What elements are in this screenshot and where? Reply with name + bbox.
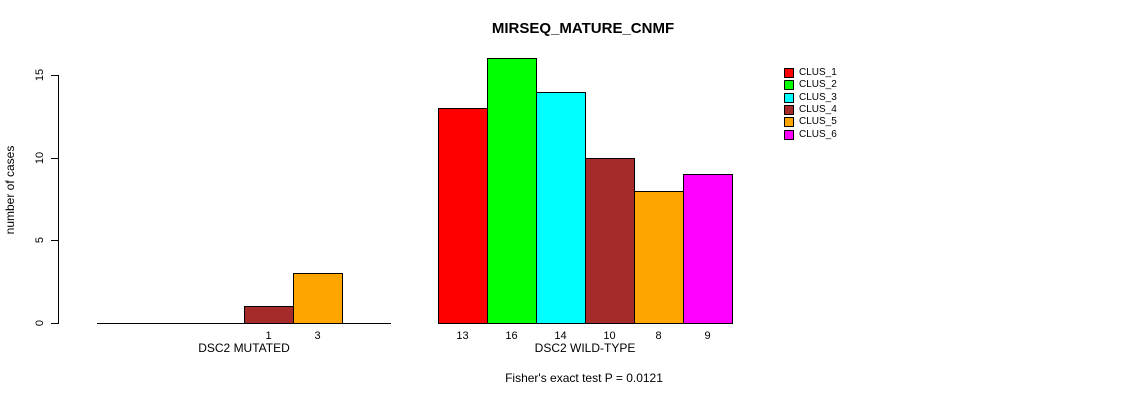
group-label-wildtype: DSC2 WILD-TYPE: [534, 341, 636, 355]
legend-swatch-clus_4: [784, 104, 794, 115]
y-tick-label-10: 10: [34, 151, 46, 164]
chart-title: MIRSEQ_MATURE_CNMF: [491, 20, 675, 37]
bar-clus_1-group1: [438, 108, 488, 324]
legend-label-clus_1: CLUS_1: [799, 67, 837, 78]
fisher-test-caption: Fisher's exact test P = 0.0121: [505, 371, 663, 385]
y-tick-5: [51, 240, 58, 242]
legend-swatch-clus_1: [784, 68, 794, 78]
bar-value-label: 8: [655, 330, 662, 342]
bar-clus_2-group1: [487, 58, 537, 324]
y-tick-label-5: 5: [34, 237, 46, 244]
legend-label-clus_6: CLUS_6: [799, 128, 837, 140]
bar-clus_3-group1: [536, 91, 586, 324]
bar-value-label: 1: [265, 330, 272, 342]
legend-label-clus_5: CLUS_5: [799, 116, 837, 128]
bar-value-label: 10: [603, 330, 616, 342]
legend-label-clus_3: CLUS_3: [799, 91, 837, 103]
bar-clus_5-group1: [634, 190, 684, 324]
legend-label-clus_2: CLUS_2: [799, 79, 837, 91]
bar-value-label: 16: [505, 330, 518, 342]
bar-clus_6-group1: [683, 174, 733, 324]
y-axis-label: number of cases: [3, 145, 17, 235]
bar-value-label: 14: [554, 330, 567, 342]
y-tick-10: [51, 157, 58, 159]
y-tick-0: [51, 323, 58, 324]
y-tick-label-15: 15: [34, 68, 46, 82]
y-axis-line: [58, 75, 59, 324]
y-tick-15: [51, 75, 58, 76]
bar-clus_4-group1: [585, 157, 635, 324]
bar-value-label: 9: [704, 330, 711, 342]
bar-value-label: 3: [314, 330, 321, 342]
bar-clus_4-group0: [244, 306, 294, 324]
y-tick-label-0: 0: [34, 319, 46, 327]
legend-swatch-clus_5: [784, 117, 794, 128]
legend-label-clus_4: CLUS_4: [799, 103, 837, 115]
legend-swatch-clus_3: [784, 92, 794, 103]
group-label-mutated: DSC2 MUTATED: [198, 341, 290, 355]
legend-swatch-clus_6: [784, 129, 794, 140]
bar-value-label: 13: [456, 330, 469, 342]
bar-clus_5-group0: [293, 273, 343, 324]
legend-swatch-clus_2: [784, 80, 794, 91]
